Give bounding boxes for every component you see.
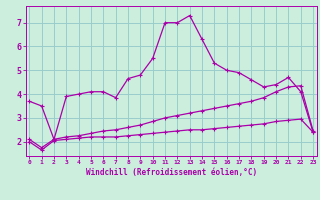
X-axis label: Windchill (Refroidissement éolien,°C): Windchill (Refroidissement éolien,°C) [86, 168, 257, 177]
